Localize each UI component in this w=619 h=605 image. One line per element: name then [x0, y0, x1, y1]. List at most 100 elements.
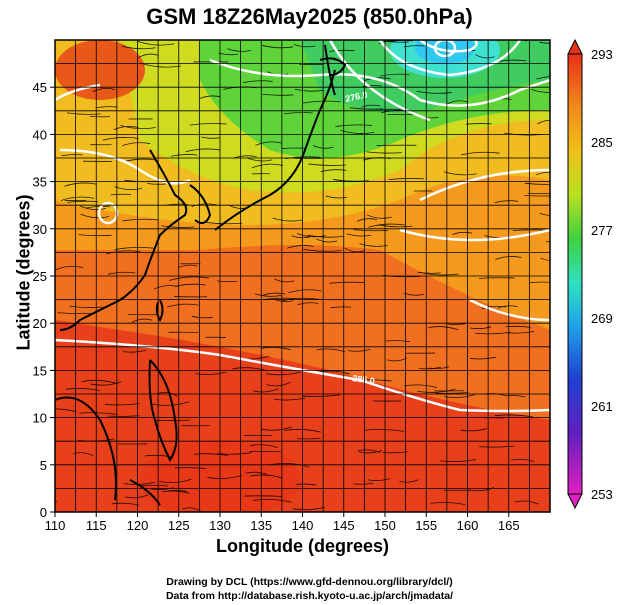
colorbar-label: 285: [591, 135, 613, 150]
streamline: [287, 245, 314, 249]
streamline: [325, 195, 348, 199]
streamline: [169, 276, 210, 281]
streamline: [403, 384, 438, 388]
isotherm-contours: [55, 40, 550, 413]
y-tick-label: 5: [40, 458, 47, 473]
streamline: [111, 502, 140, 506]
streamline: [108, 415, 140, 417]
streamline: [80, 213, 109, 219]
streamline: [156, 392, 178, 397]
streamline: [193, 453, 229, 456]
y-tick-label: 25: [33, 269, 47, 284]
x-tick-label: 155: [415, 518, 437, 533]
streamline: [90, 381, 122, 386]
streamline: [308, 163, 346, 166]
y-axis-ticks: 0 5 10 15 20 25 30 35 40 45: [33, 80, 55, 520]
streamline: [65, 388, 101, 391]
x-tick-label: 120: [127, 518, 149, 533]
contour-label: 276.0: [344, 89, 368, 103]
streamline: [529, 281, 549, 284]
streamline: [447, 323, 467, 325]
streamline: [81, 379, 119, 385]
streamline: [253, 498, 292, 503]
streamline: [475, 54, 495, 59]
streamline: [255, 141, 283, 146]
streamline: [122, 142, 151, 147]
streamline: [138, 53, 159, 58]
streamline: [340, 129, 375, 134]
streamline: [469, 356, 496, 360]
streamline: [142, 63, 181, 68]
credit-line-2: Data from http://database.rish.kyoto-u.a…: [165, 590, 454, 602]
streamline: [361, 85, 382, 88]
streamline: [261, 292, 285, 297]
streamline: [329, 49, 355, 52]
streamline: [122, 218, 158, 222]
streamline: [161, 490, 190, 494]
streamline: [494, 414, 534, 418]
streamline: [249, 444, 278, 449]
streamline: [175, 283, 206, 287]
streamline: [124, 494, 149, 499]
streamline: [419, 271, 459, 276]
streamline: [280, 297, 319, 302]
streamline: [316, 238, 338, 243]
streamline: [367, 478, 391, 481]
streamline: [266, 381, 291, 387]
streamline: [347, 348, 371, 352]
streamline: [151, 401, 189, 406]
streamline: [358, 450, 382, 454]
streamline: [274, 278, 295, 283]
x-tick-label: 135: [250, 518, 272, 533]
x-tick-label: 160: [457, 518, 479, 533]
streamline: [505, 395, 526, 398]
x-tick-label: 165: [498, 518, 520, 533]
streamline: [243, 80, 273, 84]
streamline: [171, 154, 198, 157]
streamline: [262, 45, 294, 49]
streamline: [316, 348, 346, 353]
streamline: [380, 73, 410, 77]
streamline: [435, 392, 469, 394]
streamline: [107, 271, 136, 275]
streamline: [79, 412, 117, 415]
streamline: [388, 178, 425, 181]
streamline: [418, 366, 442, 370]
streamline: [330, 306, 352, 309]
streamline: [307, 234, 344, 238]
streamline: [64, 182, 97, 187]
streamline: [469, 326, 492, 330]
streamline: [335, 124, 372, 127]
streamline: [60, 196, 95, 201]
streamline: [55, 501, 57, 503]
streamline: [260, 426, 292, 431]
streamline: [189, 123, 227, 126]
colorbar-label: 277: [591, 223, 613, 238]
streamline: [110, 193, 132, 196]
lat-lon-grid: [54, 39, 551, 513]
streamline: [201, 136, 220, 139]
streamline: [207, 475, 243, 479]
streamline: [494, 200, 519, 203]
y-tick-label: 30: [33, 222, 47, 237]
x-tick-label: 110: [45, 518, 66, 533]
streamline: [386, 40, 409, 43]
streamline: [524, 182, 550, 185]
streamline: [416, 90, 452, 94]
streamline: [514, 500, 539, 505]
streamline: [349, 107, 383, 110]
contour-label: 285.0: [352, 373, 376, 386]
y-axis-title: Latitude (degrees): [13, 194, 34, 351]
colorbar-label: 253: [591, 487, 613, 502]
streamline: [69, 305, 104, 308]
streamline: [511, 458, 535, 463]
streamline: [86, 205, 110, 209]
streamline: [297, 302, 319, 306]
streamline: [440, 459, 477, 462]
streamline: [357, 449, 381, 453]
streamline: [185, 148, 221, 153]
streamline: [366, 151, 402, 154]
streamline: [55, 408, 77, 413]
streamline: [329, 281, 365, 284]
